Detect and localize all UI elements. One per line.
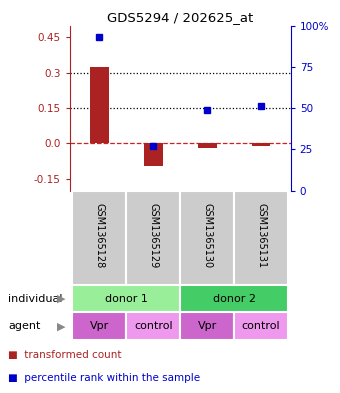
- Text: individual: individual: [8, 294, 63, 304]
- Text: agent: agent: [8, 321, 41, 331]
- Text: GSM1365131: GSM1365131: [256, 203, 266, 268]
- Bar: [180, 312, 234, 340]
- Text: donor 1: donor 1: [105, 294, 148, 304]
- Bar: [234, 312, 288, 340]
- Text: GSM1365128: GSM1365128: [94, 203, 104, 268]
- Bar: [180, 191, 234, 285]
- Bar: [126, 312, 180, 340]
- Text: Vpr: Vpr: [198, 321, 217, 331]
- Bar: [72, 312, 126, 340]
- Text: control: control: [134, 321, 173, 331]
- Text: ▶: ▶: [57, 321, 65, 331]
- Text: ■  percentile rank within the sample: ■ percentile rank within the sample: [8, 373, 201, 382]
- Bar: [90, 67, 109, 143]
- Bar: [72, 285, 180, 312]
- Bar: [252, 143, 271, 146]
- Bar: [126, 191, 180, 285]
- Title: GDS5294 / 202625_at: GDS5294 / 202625_at: [107, 11, 253, 24]
- Bar: [72, 191, 126, 285]
- Text: control: control: [242, 321, 280, 331]
- Text: Vpr: Vpr: [90, 321, 109, 331]
- Text: ▶: ▶: [57, 294, 65, 304]
- Text: ■  transformed count: ■ transformed count: [8, 350, 122, 360]
- Bar: [144, 143, 163, 166]
- Text: donor 2: donor 2: [212, 294, 256, 304]
- Bar: [180, 285, 288, 312]
- Text: GSM1365130: GSM1365130: [202, 203, 212, 268]
- Text: GSM1365129: GSM1365129: [148, 203, 158, 268]
- Bar: [234, 191, 288, 285]
- Bar: [198, 143, 217, 148]
